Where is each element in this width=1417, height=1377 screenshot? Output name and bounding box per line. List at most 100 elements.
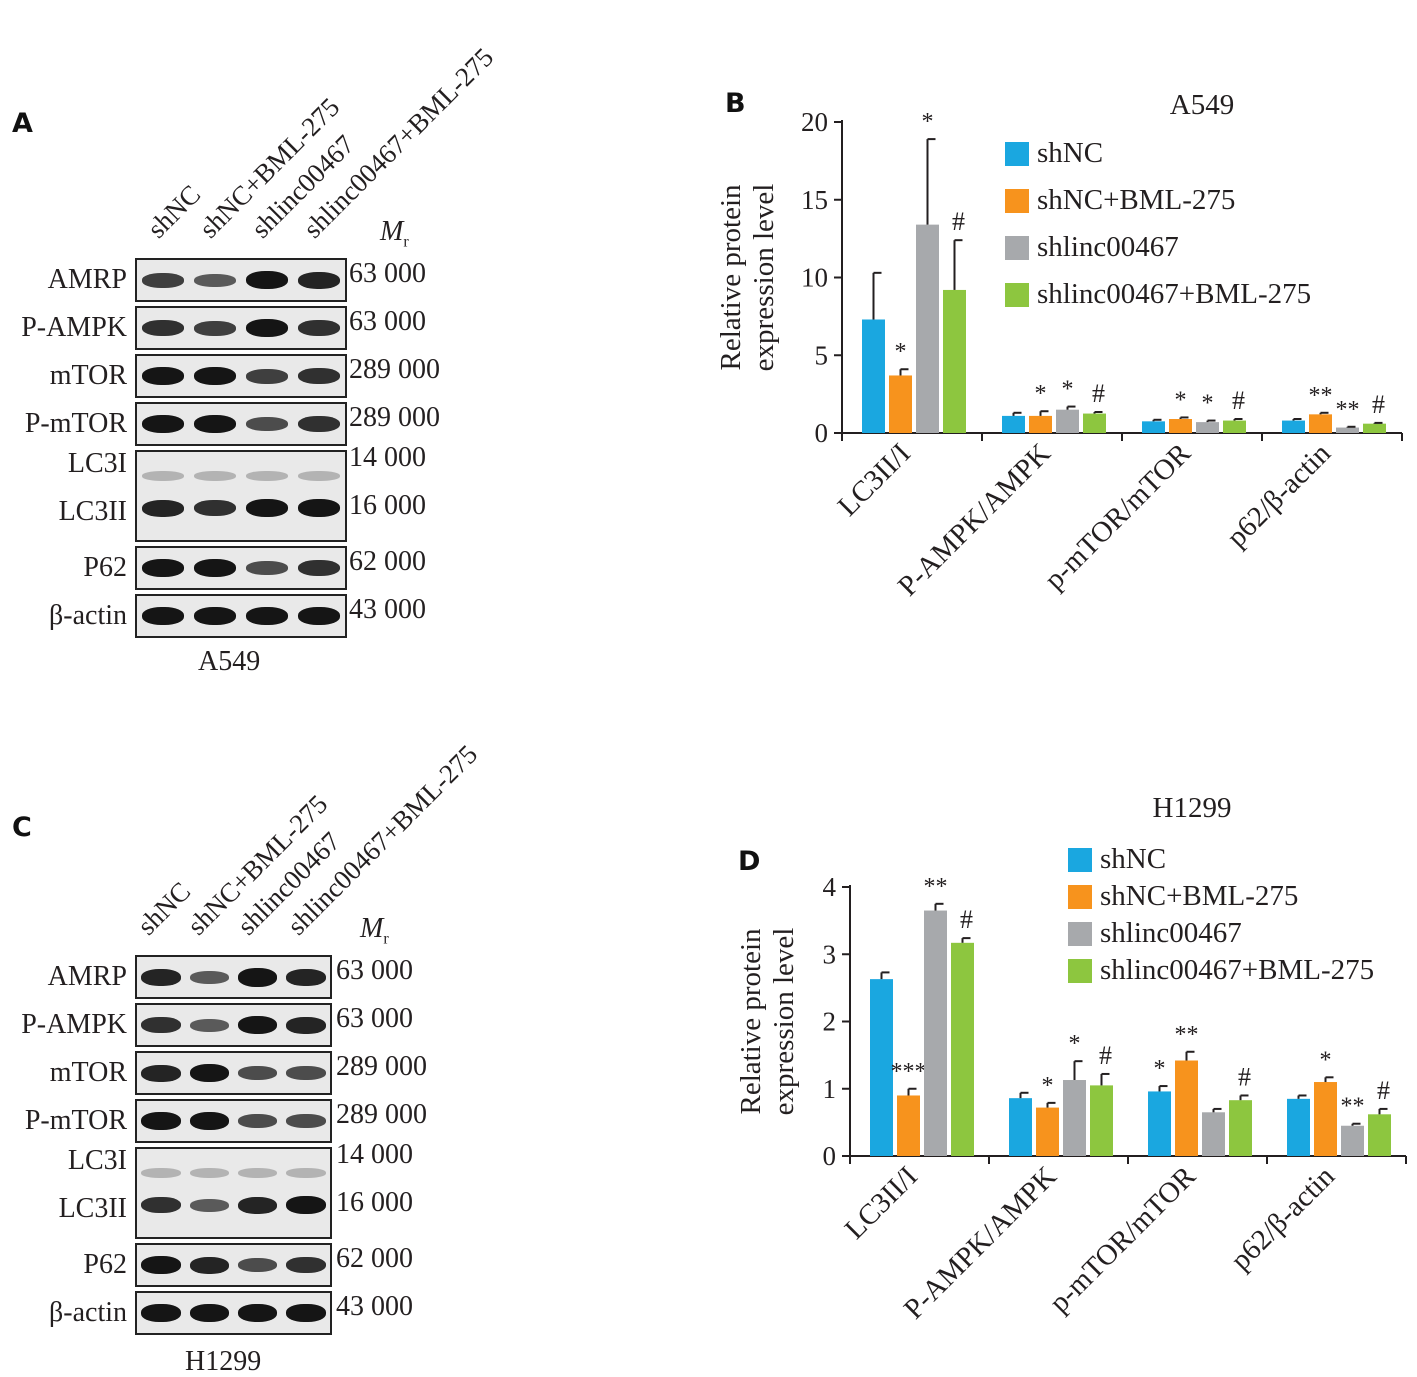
blot-strip	[135, 1099, 332, 1143]
blot-band	[141, 559, 185, 577]
bar	[1063, 1080, 1086, 1156]
blot-band	[297, 368, 341, 384]
significance-mark: **	[1175, 1022, 1199, 1048]
blot-band	[297, 471, 341, 481]
bar	[943, 289, 966, 433]
blot-band	[141, 499, 185, 517]
blot-band	[141, 415, 185, 433]
blot-band	[237, 967, 278, 987]
y-tick-label: 5	[815, 340, 829, 370]
blot-band	[237, 1114, 278, 1128]
blot-strip	[135, 1051, 332, 1095]
blot-band	[297, 607, 341, 625]
significance-mark: #	[1092, 379, 1105, 408]
blot-mr-label: 62 000	[336, 1243, 413, 1274]
bar	[1368, 1114, 1391, 1156]
blot-band	[286, 1196, 326, 1214]
legend-swatch	[1068, 885, 1092, 909]
legend-swatch	[1005, 142, 1029, 166]
blot-band	[189, 1112, 230, 1130]
significance-mark: *	[1035, 381, 1047, 407]
significance-mark: *	[1069, 1031, 1081, 1057]
blot-strip	[135, 354, 347, 398]
y-axis-label: Relative proteinexpression level	[735, 928, 800, 1116]
y-axis-label-line: expression level	[748, 184, 780, 372]
blot-mr-label: 289 000	[336, 1099, 427, 1130]
blot-strip	[135, 1291, 332, 1335]
blot-strip	[135, 1243, 332, 1287]
blot-row-label: P-mTOR	[24, 408, 127, 439]
blot-row-label: LC3I	[67, 1145, 127, 1176]
x-category-label: P-AMPK/AMPK	[892, 437, 1057, 602]
bar	[889, 375, 912, 433]
blot-mr-label: 43 000	[336, 1291, 413, 1322]
blot-band	[193, 273, 237, 287]
x-category-label: p62/β-actin	[1221, 437, 1338, 554]
blot-row-label: AMRP	[47, 961, 127, 992]
blot-row-label: AMRP	[47, 264, 127, 295]
blot-band	[237, 1168, 278, 1178]
y-tick-label: 3	[823, 939, 837, 969]
blot-band	[245, 417, 289, 431]
blot-band	[297, 271, 341, 289]
bar	[897, 1095, 920, 1156]
significance-mark: **	[1341, 1094, 1365, 1120]
significance-mark: *	[1175, 387, 1187, 413]
panel-d-letter: D	[738, 846, 761, 877]
significance-mark: *	[1320, 1047, 1332, 1073]
bar	[1036, 1107, 1059, 1156]
blot-band	[141, 1112, 181, 1130]
bar	[1002, 415, 1025, 433]
significance-mark: #	[960, 905, 973, 934]
blot-mr-label: 63 000	[336, 1003, 413, 1034]
legend-swatch	[1005, 189, 1029, 213]
blot-band	[245, 319, 289, 337]
blot-band	[237, 1304, 278, 1322]
blot-band	[297, 499, 341, 517]
bar	[862, 319, 885, 433]
bar	[870, 979, 893, 1156]
blot-band	[141, 272, 185, 288]
y-axis-label-line: Relative protein	[735, 928, 767, 1115]
significance-mark: #	[1238, 1062, 1251, 1091]
blot-strip	[135, 955, 332, 999]
legend-swatch	[1005, 236, 1029, 260]
blot-row-label: P62	[83, 552, 127, 583]
blot-strip	[135, 402, 347, 446]
y-axis-label: Relative proteinexpression level	[715, 184, 780, 372]
blot-band	[286, 1304, 326, 1322]
mr-header: Mr	[380, 216, 409, 251]
panel-c-letter: C	[12, 812, 32, 843]
bar	[1282, 420, 1305, 433]
significance-mark: *	[1042, 1073, 1054, 1099]
blot-band	[237, 1196, 278, 1214]
bar	[1169, 419, 1192, 433]
significance-mark: **	[924, 874, 948, 900]
significance-mark: *	[1062, 377, 1074, 403]
bar	[1309, 414, 1332, 433]
blot-band	[286, 1168, 326, 1178]
blot-mr-label: 14 000	[349, 442, 426, 473]
bar	[1142, 421, 1165, 433]
blot-band	[297, 560, 341, 576]
bar	[1175, 1060, 1198, 1156]
x-category-label: p-mTOR/mTOR	[1038, 437, 1197, 596]
cell-line-label: A549	[198, 646, 261, 677]
blot-band	[141, 1197, 181, 1213]
blot-band	[189, 1256, 230, 1274]
blot-band	[286, 1066, 326, 1080]
blot-band	[141, 1064, 181, 1082]
significance-mark: #	[1232, 386, 1245, 415]
significance-mark: *	[922, 109, 934, 135]
legend-label: shlinc00467	[1100, 917, 1242, 949]
bar	[1363, 423, 1386, 433]
blot-band	[141, 1256, 181, 1274]
bar	[1083, 413, 1106, 433]
blot-band	[193, 559, 237, 577]
blot-band	[141, 471, 185, 481]
blot-mr-label: 14 000	[336, 1139, 413, 1170]
significance-mark: #	[952, 207, 965, 236]
legend-swatch	[1005, 283, 1029, 307]
